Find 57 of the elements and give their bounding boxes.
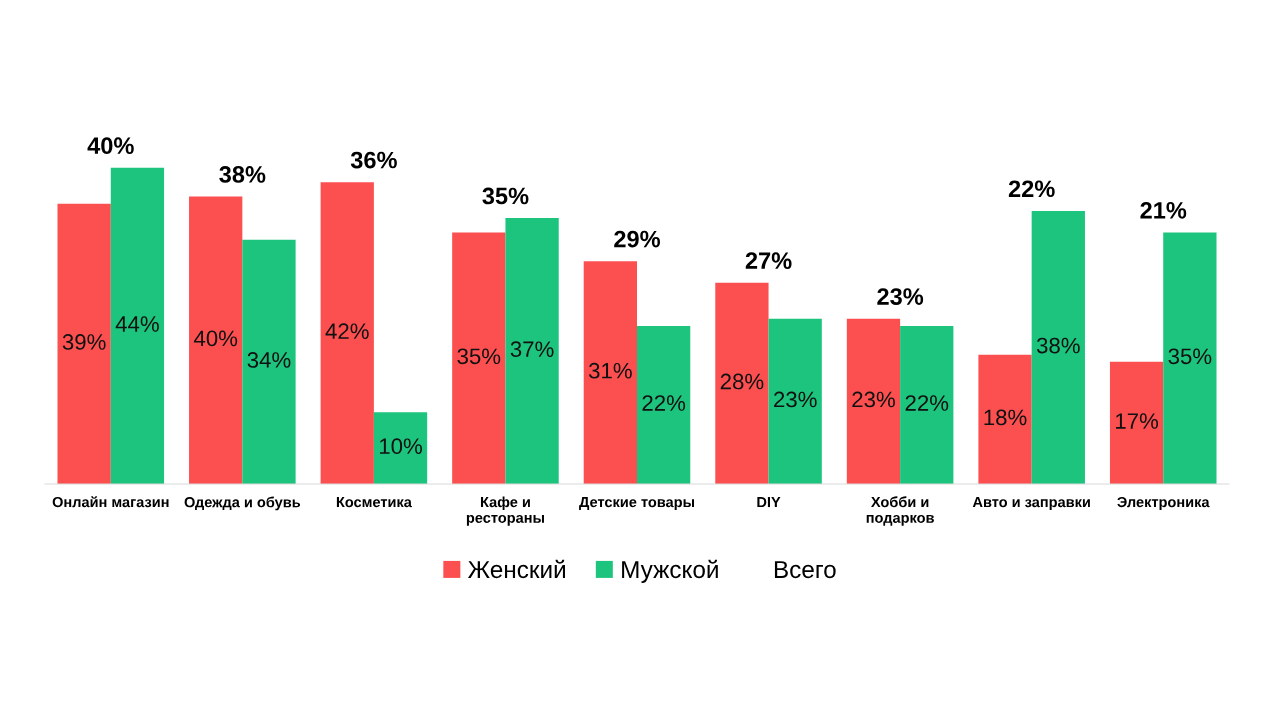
bar [1031,210,1085,484]
x-tick-label: Электроника [1117,496,1210,511]
bar [373,412,428,484]
x-tick-label: Кафе и рестораны [466,496,544,526]
bar [583,261,637,484]
annotation: 36% [350,151,397,169]
data-label: 22% [642,395,686,411]
bar [505,218,559,484]
bar [978,354,1032,484]
x-tick-label: Детские товары [579,497,695,511]
bar [110,167,165,484]
bar [1109,361,1164,484]
data-label: 38% [1036,337,1080,354]
x-tick-label: Косметика [336,497,412,508]
bar [846,318,901,484]
x-tick-label: Хобби и подарков [866,496,934,526]
data-label: 35% [457,348,501,365]
bar [637,325,691,484]
annotation: 22% [1008,180,1055,198]
bar [242,239,296,484]
annotation: 38% [219,166,266,183]
annotation: 21% [1140,201,1187,219]
legend-label: Женский [467,559,565,579]
data-label: 35% [1168,348,1212,365]
data-label: 44% [115,316,159,332]
data-label: 39% [62,334,106,350]
data-label: 40% [193,330,238,347]
bar [189,196,243,484]
annotation: 27% [745,252,792,269]
x-tick-label: Авто и заправки [972,497,1090,511]
bar [57,203,111,484]
bar [1163,232,1217,484]
legend-label: Мужской [622,559,718,583]
data-label: 10% [379,438,422,455]
data-label: 42% [325,323,369,339]
annotation: 23% [877,288,924,305]
data-label: 22% [905,395,949,411]
text: 40% [87,137,134,155]
data-label: 23% [774,391,817,408]
x-tick-label: Одежда и обувь [184,496,301,511]
annotation: 35% [482,187,529,205]
bar [320,182,374,484]
data-label: 17% [1116,413,1159,429]
annotation: 29% [614,230,661,248]
text: Всего [774,561,836,579]
x-tick-label: Онлайн магазин [52,496,169,508]
data-label: 34% [247,352,291,368]
bar [768,318,822,484]
data-label: 31% [588,362,632,379]
data-label: 23% [852,391,895,408]
data-label: 28% [720,373,764,390]
data-label: 18% [984,409,1027,426]
bar [715,282,769,484]
data-label: 37% [510,341,554,358]
x-tick-label: DIY [757,497,781,508]
bar [900,325,954,484]
bar [452,232,506,484]
